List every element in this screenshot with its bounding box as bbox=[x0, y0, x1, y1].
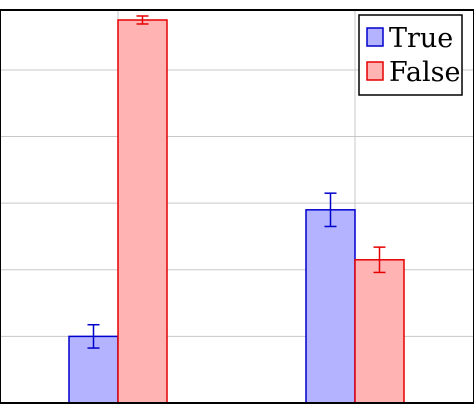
plot-frame bbox=[0, 9, 474, 404]
error-bar-false-0 bbox=[136, 15, 149, 25]
error-bar-true-1 bbox=[324, 192, 337, 228]
error-bar-true-0 bbox=[87, 323, 100, 349]
legend-label-false: False bbox=[389, 57, 460, 88]
legend: True False bbox=[358, 14, 463, 96]
error-bar-false-1 bbox=[373, 246, 386, 274]
bar-false-0 bbox=[117, 19, 168, 404]
legend-swatch-false bbox=[366, 61, 384, 81]
bars bbox=[68, 19, 405, 404]
error-bars bbox=[87, 15, 386, 349]
legend-swatch-true bbox=[366, 27, 384, 47]
legend-label-true: True bbox=[389, 23, 453, 54]
bar-false-1 bbox=[354, 259, 405, 404]
bar-true-1 bbox=[305, 209, 356, 404]
